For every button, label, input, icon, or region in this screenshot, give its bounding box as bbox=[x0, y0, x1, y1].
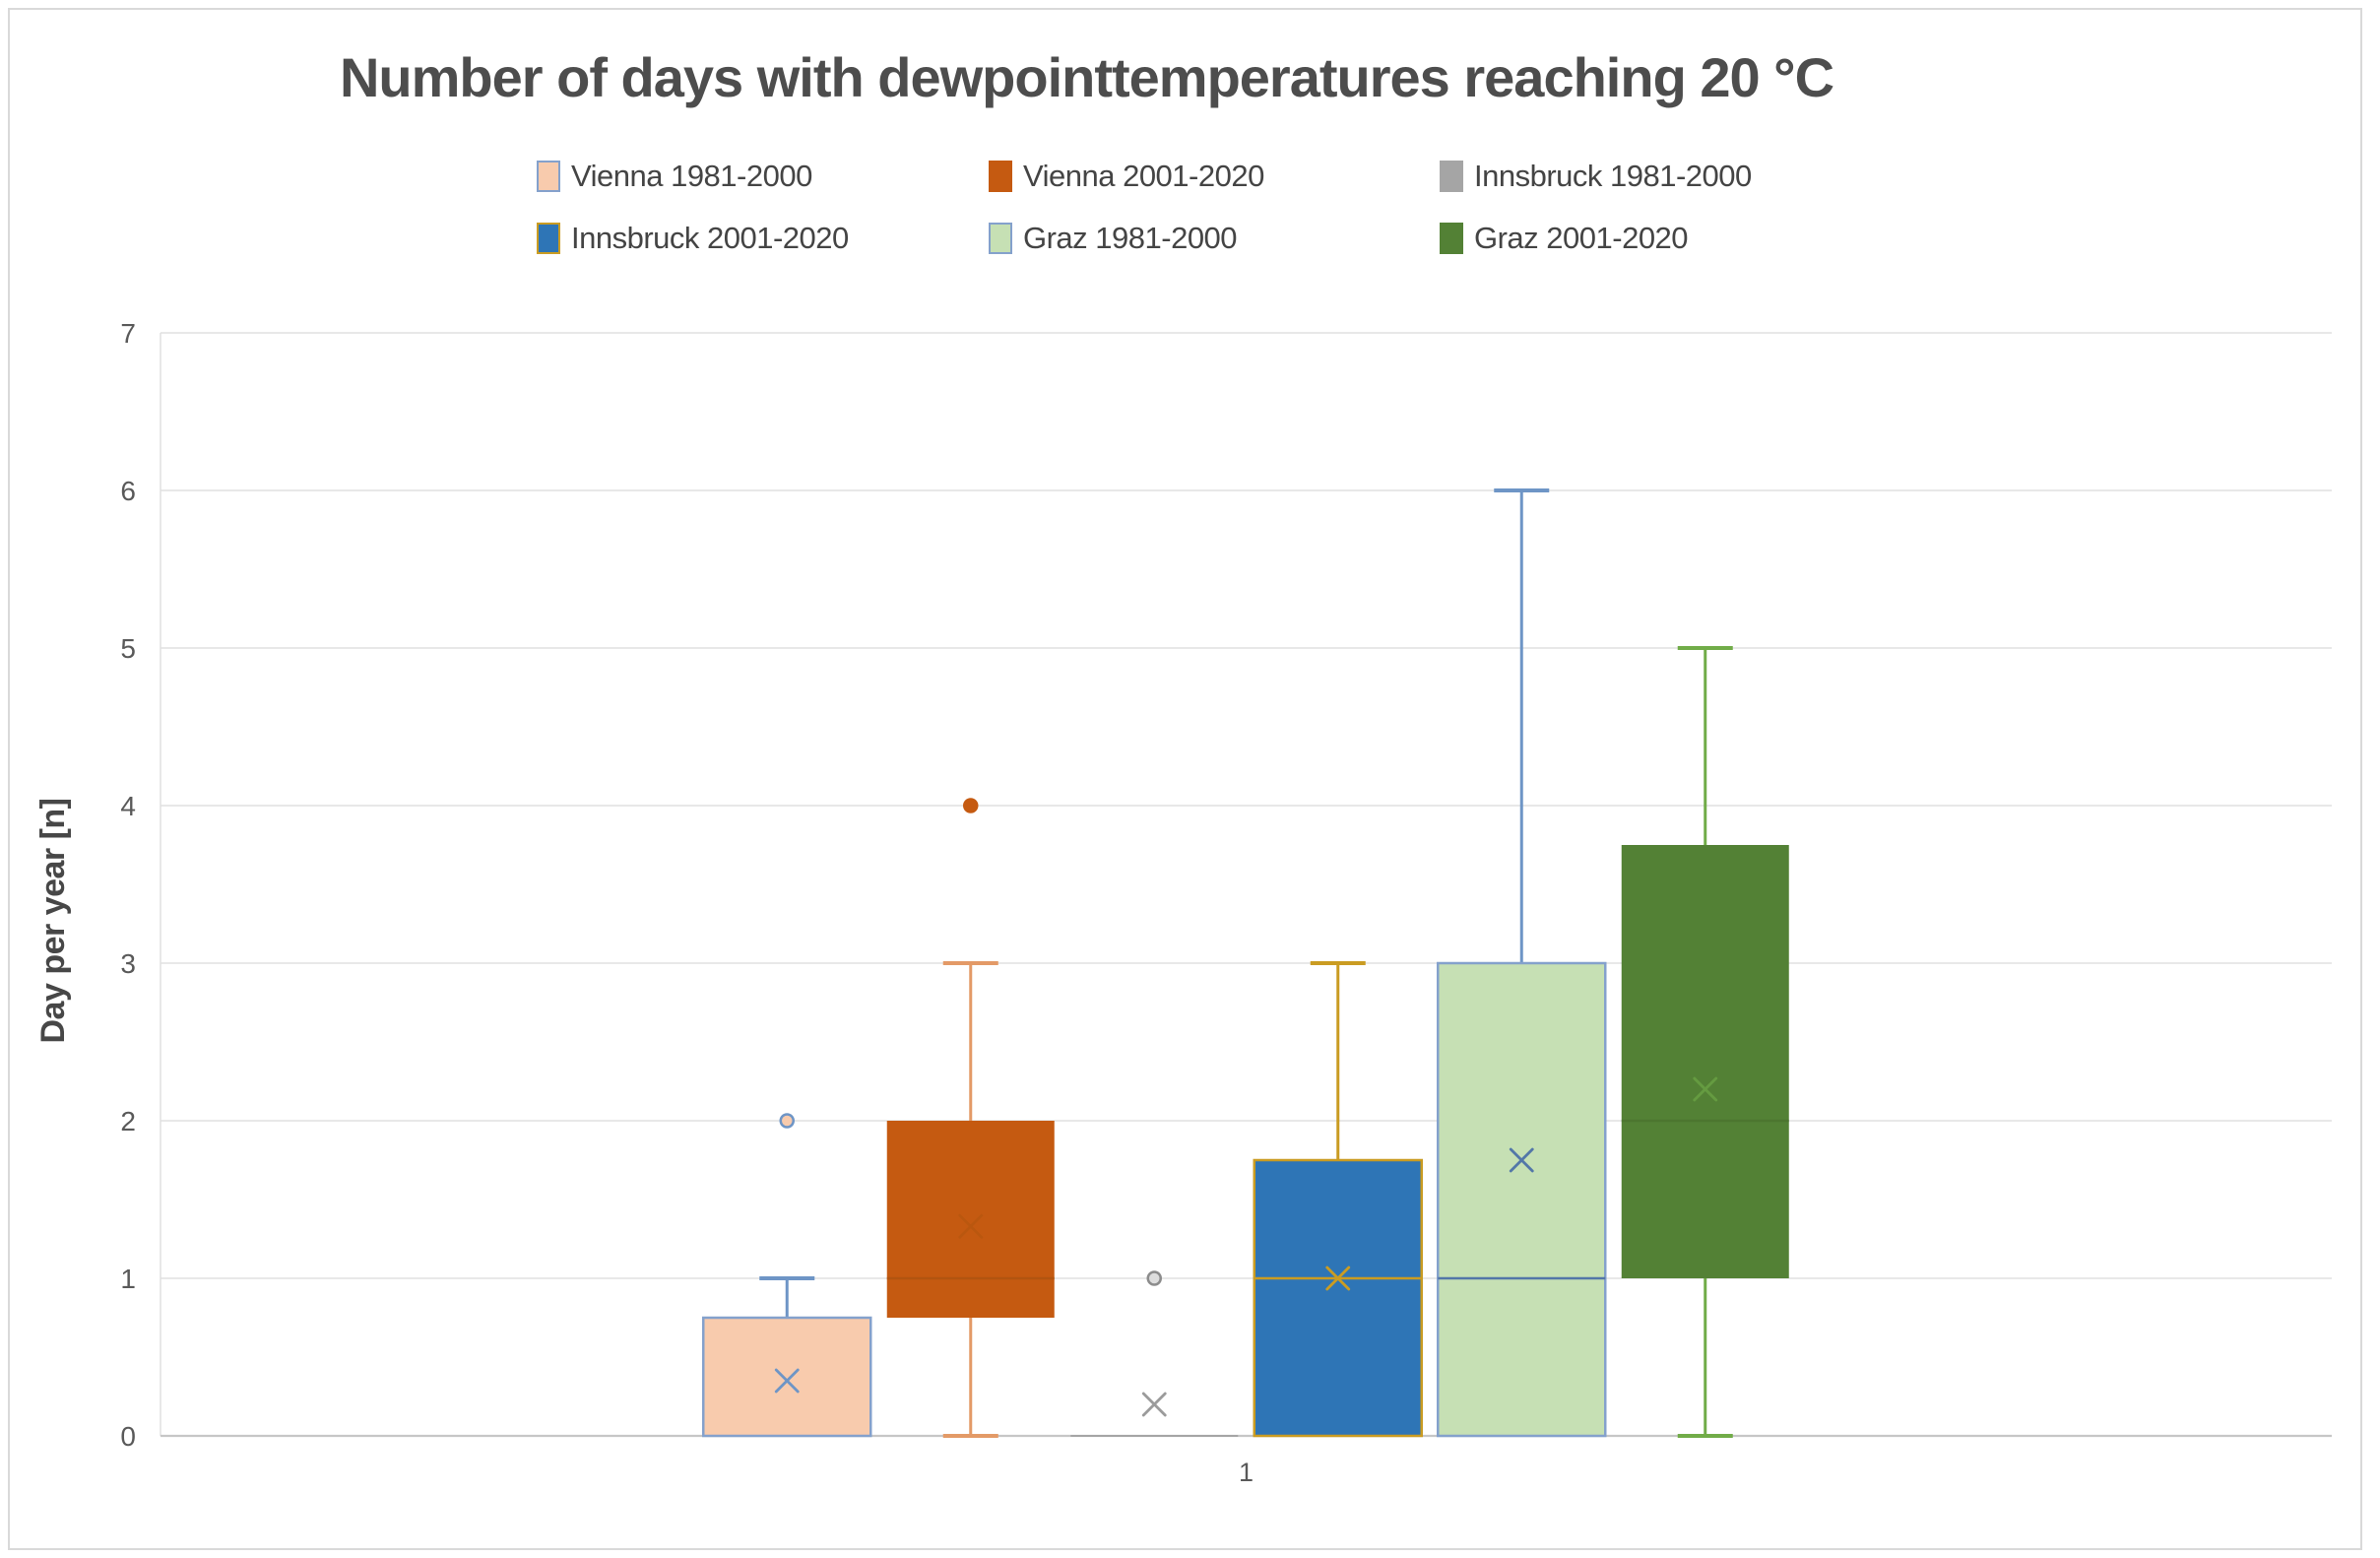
mean-x-marker bbox=[774, 1368, 800, 1394]
svg-text:7: 7 bbox=[120, 318, 136, 349]
box-series-0 bbox=[702, 1113, 872, 1438]
legend-label: Graz 1981-2000 bbox=[1023, 221, 1238, 255]
mean-x-marker bbox=[1693, 1076, 1718, 1102]
legend-item-graz-2001-2020: Graz 2001-2020 bbox=[1440, 219, 1689, 258]
svg-text:2: 2 bbox=[120, 1106, 136, 1136]
chart-title: Number of days with dewpointtemperatures… bbox=[339, 46, 1834, 108]
chart-frame bbox=[8, 8, 2362, 1550]
outlier-point bbox=[963, 798, 979, 813]
svg-text:6: 6 bbox=[120, 476, 136, 506]
legend-item-innsbruck-1981-2000: Innsbruck 1981-2000 bbox=[1440, 157, 1752, 196]
y-tick-labels: 0 1 2 3 4 5 6 7 bbox=[120, 318, 136, 1452]
gridlines bbox=[160, 332, 2332, 1438]
legend-label: Innsbruck 1981-2000 bbox=[1474, 159, 1752, 193]
outlier-point bbox=[779, 1113, 795, 1129]
svg-text:1: 1 bbox=[120, 1264, 136, 1294]
y-axis-title: Day per year [n] bbox=[34, 798, 72, 1044]
box-series-4 bbox=[1437, 488, 1607, 1438]
box-series-5 bbox=[1621, 646, 1789, 1438]
box-series-2 bbox=[1070, 1270, 1239, 1437]
box-series-3 bbox=[1253, 961, 1423, 1438]
svg-text:4: 4 bbox=[120, 791, 136, 821]
mean-x-marker bbox=[1509, 1147, 1534, 1173]
svg-text:5: 5 bbox=[120, 633, 136, 664]
legend-item-innsbruck-2001-2020: Innsbruck 2001-2020 bbox=[537, 219, 849, 258]
legend-swatch-icon bbox=[989, 161, 1012, 192]
svg-text:3: 3 bbox=[120, 948, 136, 979]
legend-item-vienna-1981-2000: Vienna 1981-2000 bbox=[537, 157, 812, 196]
legend-label: Vienna 1981-2000 bbox=[571, 159, 812, 193]
legend-label: Graz 2001-2020 bbox=[1474, 221, 1689, 255]
legend-swatch-icon bbox=[1440, 161, 1463, 192]
legend-swatch-icon bbox=[989, 223, 1012, 254]
legend-swatch-icon bbox=[1440, 223, 1463, 254]
box-series-1 bbox=[886, 798, 1055, 1438]
legend-swatch-icon bbox=[537, 161, 560, 192]
legend-label: Innsbruck 2001-2020 bbox=[571, 221, 849, 255]
outlier-point bbox=[1146, 1270, 1162, 1286]
legend-item-graz-1981-2000: Graz 1981-2000 bbox=[989, 219, 1238, 258]
legend-item-vienna-2001-2020: Vienna 2001-2020 bbox=[989, 157, 1264, 196]
svg-text:0: 0 bbox=[120, 1421, 136, 1452]
x-tick-label: 1 bbox=[1239, 1458, 1254, 1487]
mean-x-marker bbox=[958, 1213, 984, 1239]
mean-x-marker bbox=[1325, 1266, 1351, 1291]
mean-x-marker bbox=[1141, 1392, 1167, 1417]
legend-swatch-icon bbox=[537, 223, 560, 254]
legend-label: Vienna 2001-2020 bbox=[1023, 159, 1264, 193]
